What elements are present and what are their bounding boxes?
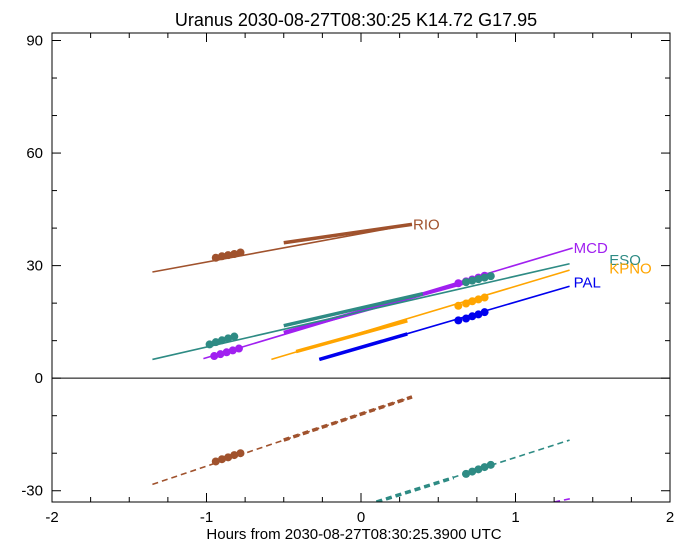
- series-dashed-point-rio: [217, 455, 226, 464]
- series-point-mcd: [234, 344, 243, 353]
- series-dashed-line-rio: [152, 396, 413, 486]
- y-tick-label: 60: [26, 145, 43, 162]
- series-dashed-line-mcd: [553, 497, 573, 502]
- plot-area: [52, 222, 670, 502]
- x-tick-label: -1: [200, 509, 213, 526]
- series-point-eso: [211, 338, 220, 347]
- series-point-mcd: [222, 348, 231, 357]
- x-tick-label: -2: [45, 509, 58, 526]
- series-point-rio: [224, 251, 233, 260]
- series-label-kpno: KPNO: [609, 261, 652, 278]
- series-point-pal: [454, 316, 463, 325]
- series-dashed-thick-line-rio: [283, 395, 413, 442]
- series-dashed-point-rio: [224, 453, 233, 462]
- series-dashed-point-eso: [486, 460, 495, 469]
- series-thick-line-kpno: [295, 319, 408, 354]
- chart-title: Uranus 2030-08-27T08:30:25 K14.72 G17.95: [175, 10, 537, 30]
- series-point-rio: [211, 253, 220, 262]
- series-point-pal: [474, 310, 483, 319]
- series-thick-line-rio: [283, 222, 413, 245]
- y-tick-label: 90: [26, 33, 43, 50]
- series-point-kpno: [454, 301, 463, 310]
- series-point-eso: [486, 272, 495, 281]
- series-point-eso: [480, 273, 489, 282]
- x-tick-label: 0: [357, 509, 365, 526]
- plot-frame: [51, 32, 671, 503]
- series-point-kpno: [468, 297, 477, 306]
- y-tick-label: 30: [26, 258, 43, 275]
- series-point-eso: [224, 334, 233, 343]
- y-tick-label: -30: [21, 483, 43, 500]
- series-label-mcd: MCD: [574, 240, 608, 257]
- series-dashed-point-eso: [462, 469, 471, 478]
- series-dashed-point-rio: [236, 449, 245, 458]
- series-dashed-point-rio: [211, 457, 220, 466]
- series-point-pal: [480, 308, 489, 317]
- series-point-kpno: [462, 299, 471, 308]
- series-point-mcd: [216, 350, 225, 359]
- series-point-eso: [230, 332, 239, 341]
- series-point-kpno: [480, 293, 489, 302]
- series-label-pal: PAL: [574, 275, 601, 292]
- y-tick-label: 0: [35, 370, 43, 387]
- series-dashed-point-eso: [468, 467, 477, 476]
- series-thick-line-eso: [283, 292, 424, 328]
- series-point-mcd: [210, 352, 219, 361]
- series-point-eso: [468, 276, 477, 285]
- series-point-mcd: [454, 279, 463, 288]
- series-point-eso: [474, 275, 483, 284]
- x-axis-title: Hours from 2030-08-27T08:30:25.3900 UTC: [206, 526, 501, 543]
- series-point-kpno: [474, 295, 483, 304]
- series-point-mcd: [228, 346, 237, 355]
- x-tick-label: 2: [666, 509, 674, 526]
- series-dashed-point-eso: [474, 465, 483, 474]
- x-tick-label: 1: [511, 509, 519, 526]
- series-point-rio: [236, 248, 245, 257]
- series-point-pal: [462, 314, 471, 323]
- series-point-eso: [217, 336, 226, 345]
- series-point-rio: [230, 249, 239, 258]
- series-dashed-thick-line-eso: [375, 475, 455, 502]
- series-dashed-point-eso: [480, 463, 489, 472]
- series-label-eso: ESO: [609, 252, 641, 269]
- series-thick-line-pal: [318, 332, 408, 362]
- series-dashed-point-rio: [230, 451, 239, 460]
- series-label-rio: RIO: [413, 216, 440, 233]
- series-point-pal: [468, 312, 477, 321]
- series-point-eso: [205, 340, 214, 349]
- series-thick-line-mcd: [283, 281, 464, 335]
- series-point-eso: [462, 278, 471, 287]
- series-point-rio: [217, 252, 226, 261]
